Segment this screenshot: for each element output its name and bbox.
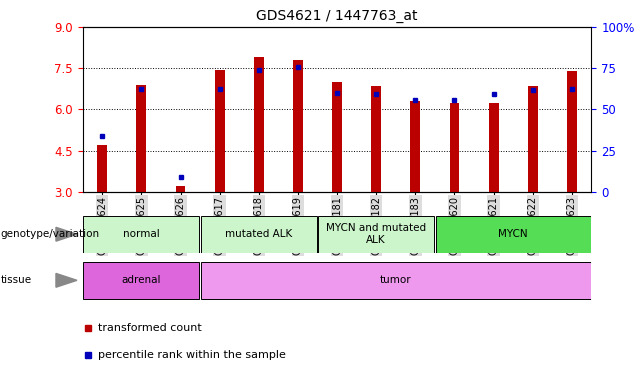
Bar — [450, 103, 459, 192]
Bar — [97, 145, 107, 192]
Text: tissue: tissue — [1, 275, 32, 285]
Bar — [83, 216, 199, 253]
Bar — [567, 71, 577, 192]
Bar — [83, 262, 199, 299]
Text: normal: normal — [123, 229, 160, 239]
Bar — [436, 216, 591, 253]
Text: percentile rank within the sample: percentile rank within the sample — [98, 350, 286, 360]
Bar — [254, 57, 264, 192]
Bar — [371, 86, 381, 192]
Bar — [293, 60, 303, 192]
Bar — [488, 103, 499, 192]
Bar — [332, 82, 342, 192]
Bar — [215, 70, 225, 192]
Text: mutated ALK: mutated ALK — [225, 229, 293, 239]
Bar — [176, 187, 186, 192]
Bar — [201, 216, 317, 253]
Bar — [410, 101, 420, 192]
Bar — [318, 216, 434, 253]
Bar — [137, 85, 146, 192]
Text: tumor: tumor — [380, 275, 411, 285]
Polygon shape — [56, 273, 77, 287]
Title: GDS4621 / 1447763_at: GDS4621 / 1447763_at — [256, 9, 418, 23]
Polygon shape — [56, 227, 77, 241]
Text: transformed count: transformed count — [98, 323, 202, 333]
Text: genotype/variation: genotype/variation — [1, 229, 100, 239]
Text: adrenal: adrenal — [121, 275, 161, 285]
Text: MYCN and mutated
ALK: MYCN and mutated ALK — [326, 223, 426, 245]
Bar — [528, 86, 537, 192]
Bar — [201, 262, 591, 299]
Text: MYCN: MYCN — [499, 229, 528, 239]
